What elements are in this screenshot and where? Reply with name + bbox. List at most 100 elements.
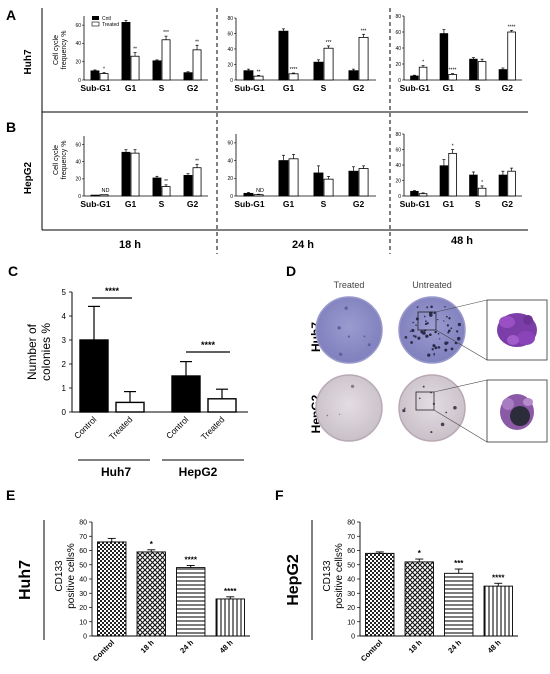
y-tick-label: 60 [227, 31, 233, 37]
bar-control [79, 339, 109, 413]
y-tick-label: 70 [79, 534, 87, 541]
bar-treated [477, 187, 487, 197]
bar-cntl [183, 175, 193, 197]
bar-treated [507, 170, 516, 197]
x-tick-label: Control [359, 638, 384, 663]
bar-treated [507, 31, 516, 81]
bar-cntl [121, 21, 131, 81]
x-tick-label: Sub-G1 [234, 83, 264, 93]
colony-dot [446, 324, 450, 327]
colony-dot [424, 320, 427, 323]
bar-treated [448, 74, 457, 81]
bar-treated [448, 152, 457, 197]
panel-label-a: A [6, 7, 16, 23]
colony-dot [423, 315, 426, 318]
y-tick-label: 60 [75, 142, 81, 148]
bar-18h [404, 561, 434, 637]
significance-label: **** [201, 340, 216, 350]
bar-treated [130, 55, 140, 81]
y-tick-label: 0 [351, 634, 355, 641]
y-tick-label: 60 [395, 147, 401, 153]
bar-cntl [90, 70, 100, 81]
y-tick-label: 60 [75, 23, 81, 29]
x-tick-label: Treated [199, 414, 227, 442]
colony-dots-huh7 [337, 305, 462, 357]
colony-dot [433, 311, 436, 314]
significance-label: **** [449, 68, 457, 74]
y-tick-label: 20 [395, 62, 401, 68]
y-tick-label: 20 [347, 605, 355, 612]
significance-label: **** [290, 67, 298, 73]
x-tick-label: G2 [187, 199, 199, 209]
chart-b-48h: 0 20 40 60 80 Sub-G1 * G1 * S G2 [395, 132, 522, 209]
bar-treated [192, 167, 202, 197]
x-tick-label: S [321, 199, 327, 209]
bar-cntl [243, 192, 254, 197]
x-tick-label: 24 h [178, 638, 195, 655]
x-tick-label: Sub-G1 [80, 83, 110, 93]
bar-cntl [243, 70, 254, 81]
bar-48h [483, 585, 513, 637]
colony-dot [450, 347, 454, 351]
y-tick-label: 20 [75, 60, 81, 66]
colony-dot [414, 335, 417, 338]
colony-dot [418, 397, 421, 400]
bar-cntl [313, 61, 324, 81]
x-tick-label: G1 [125, 199, 137, 209]
colony-dot [457, 322, 462, 327]
bar-cntl [313, 172, 324, 197]
x-tick-label: Sub-G1 [400, 83, 430, 93]
significance-label: * [422, 60, 424, 66]
colony-dot [448, 329, 451, 333]
colony-dot [443, 320, 445, 322]
chart-b-24h: 0 20 40 60 ND Sub-G1 G1 S G2 [227, 134, 376, 209]
bar-treated [99, 73, 109, 81]
colony-dot [415, 324, 417, 326]
colony-dot [432, 344, 436, 348]
colony-dot [416, 306, 419, 309]
bar-treated [323, 178, 334, 197]
significance-label: *** [326, 40, 332, 46]
y-tick-label: 40 [75, 160, 81, 166]
y-tick-label: 30 [79, 591, 87, 598]
bar-cntl [152, 177, 162, 197]
x-tick-label: 18 h [407, 638, 424, 655]
significance-label: ND [102, 188, 110, 194]
legend-label-treated: Treated [102, 22, 119, 28]
bar-cntl [121, 151, 131, 197]
bar-treated [418, 66, 428, 81]
y-tick-label: 0 [230, 194, 233, 200]
colony-dot [347, 335, 350, 338]
y-tick-label: 80 [227, 16, 233, 22]
y-tick-label: 50 [347, 562, 355, 569]
e-row-label: Huh7 [17, 560, 34, 600]
y-tick-label: 80 [395, 14, 401, 20]
bar-24h [444, 572, 474, 637]
y-tick-label: 20 [79, 605, 87, 612]
bar-treated [99, 194, 109, 197]
significance-label: * [452, 144, 454, 150]
c-group-label-hepg2: HepG2 [179, 465, 218, 479]
x-tick-label: G2 [187, 83, 199, 93]
x-tick-label: Sub-G1 [234, 199, 264, 209]
significance-label: *** [454, 559, 464, 568]
colony-dot [437, 346, 441, 349]
x-tick-label: S [475, 83, 481, 93]
y-tick-label: 0 [83, 634, 87, 641]
colony-dot [344, 306, 348, 310]
colony-dot [424, 322, 428, 326]
colony-dot [427, 353, 431, 357]
dish-hepg2-treated [315, 374, 383, 442]
x-tick-label: Control [72, 414, 99, 441]
y-tick-label: 1 [62, 384, 67, 393]
colony-dot [338, 352, 343, 356]
row-label-hepg2-ab: HepG2 [23, 161, 34, 194]
bar-cntl [498, 174, 508, 197]
colony-dot [326, 414, 329, 417]
colony-dot [350, 384, 355, 389]
bar-cntl [469, 58, 478, 81]
bar-treated [207, 398, 237, 413]
x-tick-label: S [159, 83, 165, 93]
y-tick-label: 40 [79, 577, 87, 584]
